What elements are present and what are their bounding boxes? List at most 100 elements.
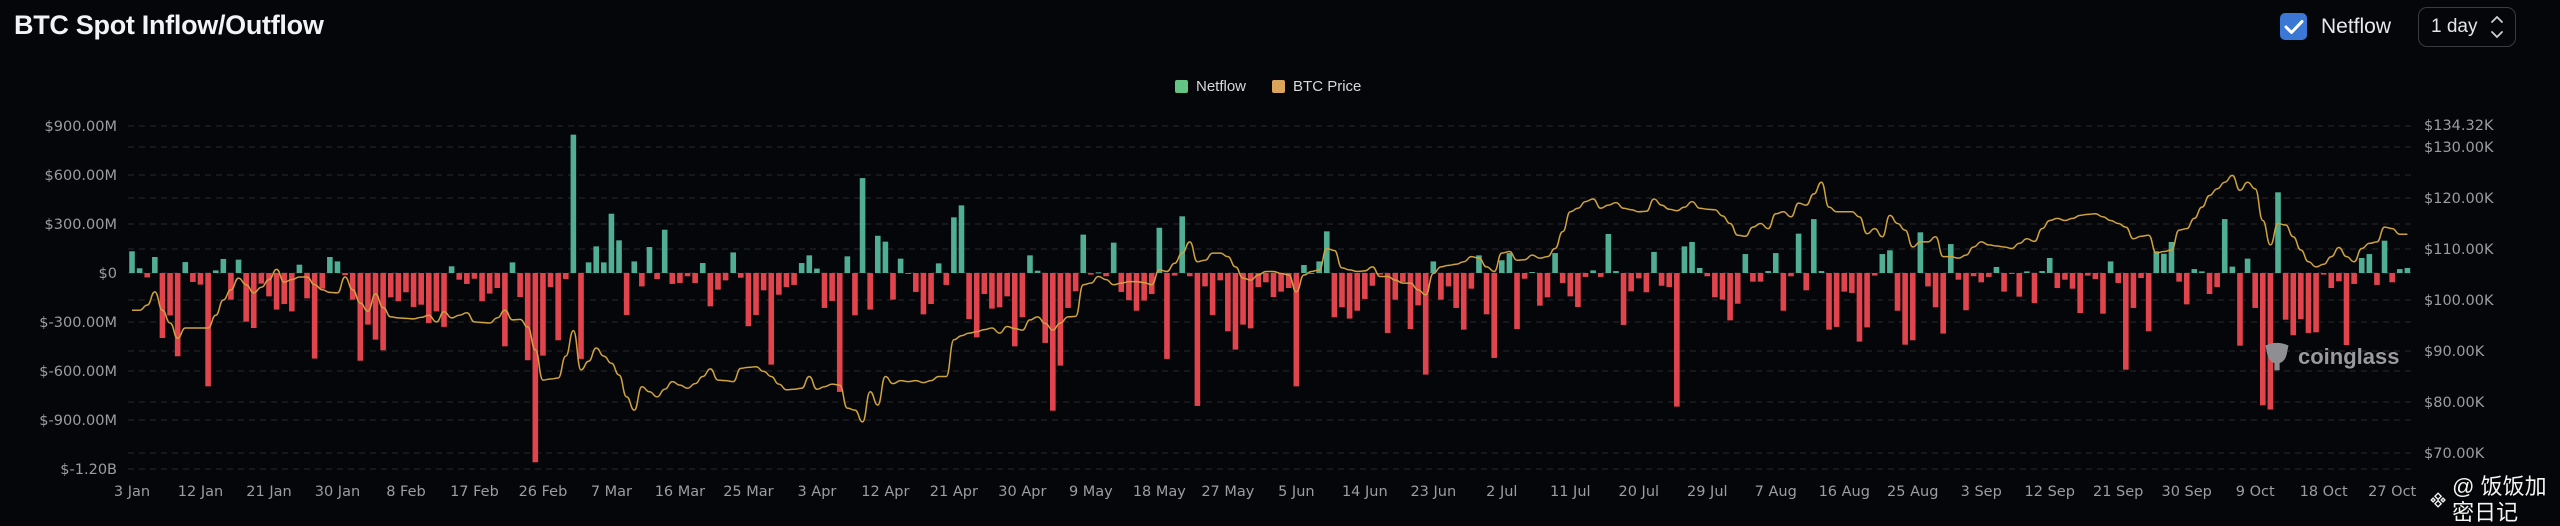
left-axis-tick-label: $-300.00M <box>39 315 117 331</box>
netflow-bar <box>1080 234 1087 273</box>
netflow-bar <box>867 273 873 310</box>
netflow-bar <box>646 247 653 273</box>
chart-legend: Netflow BTC Price <box>1175 78 1361 95</box>
netflow-bar <box>517 273 523 298</box>
interval-select-value: 1 day <box>2431 16 2478 37</box>
netflow-bar <box>152 256 158 273</box>
netflow-bar <box>1849 273 1855 293</box>
netflow-bar <box>1537 273 1543 306</box>
netflow-bar <box>258 273 265 284</box>
netflow-bar <box>1141 273 1147 301</box>
netflow-bar <box>1316 261 1322 273</box>
left-axis-tick-label: $0 <box>99 266 117 282</box>
netflow-bar <box>190 273 196 282</box>
netflow-bar <box>1605 233 1612 273</box>
netflow-bar <box>2199 271 2205 273</box>
netflow-bar <box>494 273 501 289</box>
netflow-bar <box>1917 232 1924 273</box>
x-axis-tick-label: 30 Sep <box>2162 484 2212 500</box>
netflow-bar <box>1887 250 1893 273</box>
netflow-bar <box>1833 273 1840 327</box>
netflow-bar <box>1171 273 1178 276</box>
netflow-bar <box>464 273 470 284</box>
netflow-bar <box>1506 253 1513 273</box>
netflow-bar <box>1689 241 1695 273</box>
legend-item-netflow[interactable]: Netflow <box>1175 78 1246 95</box>
x-axis-tick-label: 12 Sep <box>2025 484 2075 500</box>
netflow-bar <box>555 273 561 341</box>
netflow-bar <box>989 273 995 309</box>
netflow-bar <box>753 273 759 315</box>
netflow-bar <box>2054 273 2061 289</box>
netflow-bar <box>403 273 409 293</box>
left-axis-tick-label: $-600.00M <box>39 364 117 380</box>
netflow-bar <box>684 273 691 277</box>
netflow-bar <box>1057 273 1064 366</box>
legend-item-btc-price[interactable]: BTC Price <box>1272 78 1361 95</box>
interval-select[interactable]: 1 day <box>2418 7 2516 47</box>
netflow-bar <box>486 273 493 294</box>
netflow-bar <box>776 273 782 295</box>
netflow-bar <box>1430 261 1437 273</box>
netflow-bar <box>699 263 706 273</box>
netflow-bar <box>456 273 463 280</box>
x-axis-tick-label: 27 May <box>1201 484 1254 500</box>
netflow-bar <box>1552 253 1558 273</box>
netflow-bar <box>1065 273 1071 308</box>
netflow-bar <box>1019 273 1026 318</box>
netflow-bar <box>1050 273 1056 411</box>
x-axis-tick-label: 11 Jul <box>1550 484 1591 500</box>
netflow-bar <box>1445 273 1452 287</box>
left-axis-tick-label: $900.00M <box>45 119 117 135</box>
netflow-bar <box>2252 273 2258 308</box>
netflow-bar <box>966 273 972 320</box>
netflow-bar <box>380 273 386 351</box>
netflow-bar <box>2267 273 2274 410</box>
netflow-bar <box>760 273 767 291</box>
netflow-bar <box>2077 273 2083 314</box>
netflow-bar <box>973 273 980 338</box>
netflow-bar <box>182 262 189 273</box>
netflow-bar <box>1217 273 1224 281</box>
netflow-bar <box>1270 273 1277 298</box>
x-axis-tick-label: 18 May <box>1133 484 1186 500</box>
netflow-bar <box>791 273 797 285</box>
legend-label-netflow: Netflow <box>1196 78 1247 95</box>
netflow-bar <box>639 273 645 287</box>
netflow-bar <box>471 273 478 279</box>
x-axis-tick-label: 18 Oct <box>2300 484 2348 500</box>
x-axis-tick-label: 30 Jan <box>315 484 360 500</box>
netflow-bar <box>1339 273 1345 308</box>
netflow-bar <box>836 273 843 392</box>
netflow-bar <box>1696 267 1703 273</box>
netflow-bar <box>425 273 432 323</box>
netflow-bar <box>570 134 577 273</box>
left-axis-tick-label: $300.00M <box>45 217 117 233</box>
right-axis-tick-label: $70.00K <box>2424 446 2485 462</box>
netflow-swatch <box>1175 80 1188 93</box>
netflow-bar <box>1818 271 1825 273</box>
netflow-bar <box>1240 273 1246 325</box>
checkmark-icon <box>2284 19 2303 34</box>
right-axis-tick-label: $134.32K <box>2424 118 2494 134</box>
netflow-bar <box>1377 273 1383 275</box>
netflow-bar <box>623 273 630 315</box>
netflow-bar <box>547 273 554 288</box>
netflow-checkbox[interactable] <box>2280 13 2307 40</box>
netflow-bar <box>1955 273 1962 280</box>
netflow-toggle[interactable]: Netflow <box>2280 13 2391 40</box>
netflow-bar <box>387 273 394 298</box>
netflow-bar <box>2100 273 2106 314</box>
netflow-bar <box>1453 273 1459 308</box>
netflow-bar <box>1499 260 1505 273</box>
netflow-bar <box>1301 264 1307 273</box>
netflow-bar <box>1148 273 1155 295</box>
netflow-bar <box>197 273 204 285</box>
x-axis-tick-label: 16 Mar <box>655 484 705 500</box>
netflow-bar <box>1407 273 1414 330</box>
netflow-bar <box>365 273 371 325</box>
netflow-bar <box>1864 273 1870 328</box>
netflow-bar <box>2130 273 2137 308</box>
x-axis-tick-label: 29 Jul <box>1687 484 1728 500</box>
netflow-bar <box>1719 273 1726 300</box>
